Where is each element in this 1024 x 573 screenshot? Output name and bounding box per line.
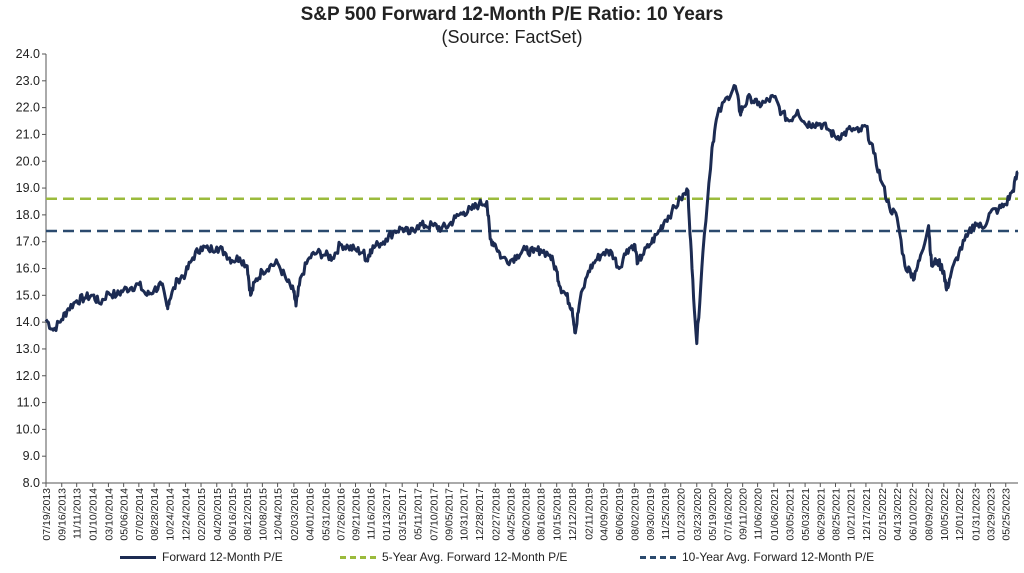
x-tick-label: 05/25/2023: [1001, 488, 1013, 541]
x-tick-label: 07/16/2020: [722, 488, 734, 541]
x-tick-label: 03/29/2023: [986, 488, 998, 541]
x-tick-label: 07/02/2014: [134, 488, 146, 541]
x-tick-label: 06/16/2015: [227, 488, 239, 541]
x-tick-label: 07/26/2016: [335, 488, 347, 541]
legend-label: 10-Year Avg. Forward 12-Month P/E: [682, 550, 875, 564]
y-tick-label: 10.0: [16, 422, 40, 436]
x-tick-label: 05/03/2021: [800, 488, 812, 541]
chart-subtitle: (Source: FactSet): [441, 27, 583, 47]
y-tick-label: 11.0: [17, 396, 40, 410]
x-tick-label: 10/05/2022: [939, 488, 951, 541]
y-tick-label: 12.0: [16, 369, 40, 383]
x-tick-label: 12/24/2014: [181, 488, 193, 541]
y-axis: 8.0 9.0 10.0 11.0 12.0 13.0 14.0 15.0 16.0 17.0 18…: [16, 47, 47, 490]
x-tick-label: 08/02/2019: [629, 488, 641, 541]
x-tick-label: 01/10/2014: [88, 488, 100, 541]
forward-pe-series-line: [44, 84, 1019, 346]
x-tick-label: 04/20/2015: [212, 488, 224, 541]
y-tick-label: 18.0: [16, 208, 40, 222]
x-axis: 07/19/2013 09/16/2013 11/11/2013 01/10/2014…: [41, 482, 1018, 541]
x-tick-label: 09/05/2017: [444, 488, 456, 541]
y-tick-label: 21.0: [16, 127, 40, 141]
x-tick-label: 07/10/2017: [428, 488, 440, 541]
x-tick-label: 01/31/2023: [970, 488, 982, 541]
x-tick-label: 08/28/2014: [149, 488, 161, 541]
x-tick-label: 12/04/2015: [273, 488, 285, 541]
x-tick-label: 11/11/2013: [72, 488, 84, 539]
x-tick-label: 04/09/2019: [599, 488, 611, 541]
y-tick-label: 19.0: [16, 181, 40, 195]
x-tick-label: 09/21/2016: [351, 488, 363, 541]
y-tick-label: 16.0: [16, 262, 40, 276]
x-tick-label: 04/01/2016: [304, 488, 316, 541]
y-tick-label: 13.0: [16, 342, 40, 356]
x-tick-label: 06/06/2019: [614, 488, 626, 541]
x-tick-label: 03/05/2021: [784, 488, 796, 541]
legend-label: 5-Year Avg. Forward 12-Month P/E: [382, 550, 568, 564]
x-tick-label: 10/31/2017: [459, 488, 471, 541]
x-tick-label: 12/17/2021: [861, 488, 873, 541]
legend-label: Forward 12-Month P/E: [162, 550, 283, 564]
x-tick-label: 09/30/2019: [645, 488, 657, 541]
x-tick-label: 04/25/2018: [506, 488, 518, 541]
y-tick-label: 17.0: [16, 235, 40, 249]
x-tick-label: 11/16/2016: [365, 488, 377, 540]
x-tick-label: 11/25/2019: [660, 488, 672, 540]
x-tick-label: 05/11/2017: [412, 488, 424, 540]
x-tick-label: 09/11/2020: [738, 488, 750, 540]
x-tick-label: 02/03/2016: [289, 488, 301, 541]
legend-swatch-solid: [120, 555, 156, 559]
x-tick-label: 02/11/2019: [583, 488, 595, 540]
x-tick-label: 12/01/2022: [954, 488, 966, 541]
chart-title: S&P 500 Forward 12-Month P/E Ratio: 10 Y…: [300, 4, 724, 25]
reference-lines: [46, 197, 1018, 233]
x-tick-label: 10/21/2021: [846, 488, 858, 541]
legend: Forward 12-Month P/E 5-Year Avg. Forward…: [0, 550, 1024, 568]
x-tick-label: 10/08/2015: [257, 488, 269, 541]
x-tick-label: 12/12/2018: [567, 488, 579, 541]
x-tick-label: 05/19/2020: [707, 488, 719, 541]
x-tick-label: 06/29/2021: [815, 488, 827, 541]
x-tick-label: 10/15/2018: [552, 488, 564, 541]
series-layer: [44, 84, 1019, 346]
y-tick-label: 20.0: [16, 154, 40, 168]
y-tick-label: 8.0: [23, 476, 40, 490]
x-tick-label: 10/24/2014: [164, 488, 176, 541]
y-tick-label: 24.0: [16, 47, 40, 61]
legend-item-forward-pe: Forward 12-Month P/E: [120, 550, 283, 564]
x-tick-label: 03/23/2020: [692, 488, 704, 541]
legend-swatch-dashed-navy: [640, 555, 676, 559]
x-tick-label: 08/16/2018: [536, 488, 548, 541]
x-tick-label: 06/20/2018: [520, 488, 532, 541]
x-tick-label: 01/06/2021: [769, 488, 781, 541]
x-tick-label: 02/27/2018: [490, 488, 502, 541]
x-tick-label: 07/19/2013: [41, 488, 53, 541]
x-tick-label: 01/23/2020: [676, 488, 688, 541]
x-tick-label: 05/31/2016: [320, 488, 332, 541]
y-tick-label: 9.0: [23, 449, 40, 463]
y-tick-label: 22.0: [16, 101, 40, 115]
y-tick-label: 23.0: [16, 74, 40, 88]
x-tick-label: 08/12/2015: [242, 488, 254, 541]
y-tick-label: 14.0: [16, 315, 40, 329]
x-tick-label: 05/06/2014: [119, 488, 131, 541]
legend-item-5yr-avg: 5-Year Avg. Forward 12-Month P/E: [340, 550, 567, 564]
x-tick-label: 11/06/2020: [753, 488, 765, 540]
x-tick-label: 03/10/2014: [103, 488, 115, 541]
x-tick-label: 04/13/2022: [892, 488, 904, 541]
x-tick-label: 09/16/2013: [57, 488, 69, 541]
legend-swatch-dashed-green: [340, 555, 376, 559]
x-tick-label: 06/10/2022: [908, 488, 920, 541]
legend-item-10yr-avg: 10-Year Avg. Forward 12-Month P/E: [640, 550, 874, 564]
x-tick-label: 02/15/2022: [877, 488, 889, 541]
x-tick-label: 03/15/2017: [397, 488, 409, 541]
x-tick-label: 08/09/2022: [924, 488, 936, 541]
y-tick-label: 15.0: [16, 288, 40, 302]
x-tick-label: 12/28/2017: [474, 488, 486, 541]
x-tick-label: 08/25/2021: [830, 488, 842, 541]
x-tick-label: 02/20/2015: [196, 488, 208, 541]
x-tick-label: 01/13/2017: [381, 488, 393, 541]
